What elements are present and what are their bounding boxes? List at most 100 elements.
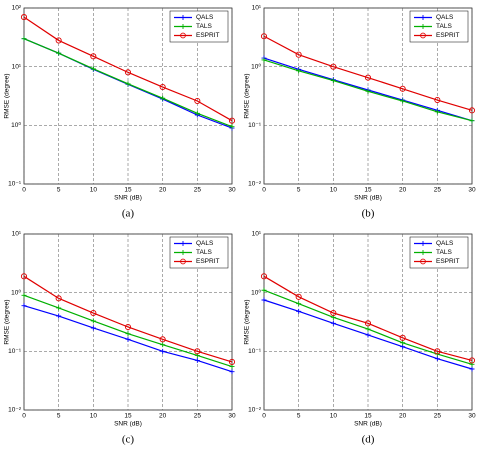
legend-label: ESPRIT <box>436 258 460 265</box>
x-tick-label: 25 <box>194 413 202 420</box>
x-tick-label: 5 <box>297 187 301 194</box>
marker <box>160 342 166 348</box>
y-tick-label: 10⁰ <box>11 288 21 296</box>
legend-marker <box>180 32 186 39</box>
marker <box>90 325 96 331</box>
x-axis-label: SNR (dB) <box>354 421 382 428</box>
marker <box>21 292 27 298</box>
legend-label: QALS <box>436 240 454 247</box>
x-tick-label: 15 <box>124 413 132 420</box>
x-tick-label: 0 <box>22 413 26 420</box>
marker <box>261 297 267 303</box>
marker <box>160 95 166 101</box>
marker <box>365 326 371 332</box>
series-line <box>263 275 473 362</box>
x-tick-label: 25 <box>434 187 442 194</box>
x-tick-label: 0 <box>22 187 26 194</box>
marker <box>21 36 27 42</box>
marker <box>159 336 166 343</box>
marker <box>400 98 406 104</box>
marker <box>194 348 201 355</box>
marker <box>365 332 371 338</box>
y-tick-label: 10¹ <box>252 5 262 12</box>
marker <box>295 51 302 58</box>
x-tick-label: 20 <box>399 413 407 420</box>
y-axis-label: RMSE (degree) <box>244 299 251 344</box>
x-tick-label: 10 <box>330 187 338 194</box>
marker <box>365 88 371 94</box>
legend-marker <box>420 32 426 39</box>
legend-marker <box>420 24 426 29</box>
y-axis-label: RMSE (degree) <box>4 73 11 118</box>
marker <box>228 117 236 124</box>
series-line <box>23 16 233 122</box>
legend-label: TALS <box>436 249 452 256</box>
caption: (a) <box>122 208 135 220</box>
legend-marker <box>180 15 186 20</box>
marker <box>160 348 166 354</box>
x-tick-label: 15 <box>364 187 372 194</box>
y-tick-label: 10⁻¹ <box>8 348 22 355</box>
legend-marker <box>180 241 186 246</box>
marker <box>90 309 97 317</box>
x-tick-label: 30 <box>228 413 236 420</box>
marker <box>364 320 372 327</box>
legend-label: ESPRIT <box>436 32 460 39</box>
series-line <box>263 35 473 111</box>
marker <box>296 68 302 74</box>
legend-label: QALS <box>196 240 214 247</box>
legend-marker <box>420 15 426 20</box>
marker <box>469 118 475 124</box>
x-tick-label: 15 <box>364 413 372 420</box>
y-tick-label: 10⁻² <box>248 407 262 414</box>
legend-marker <box>180 24 186 29</box>
legend-label: TALS <box>196 23 212 30</box>
legend-marker <box>420 258 426 265</box>
marker <box>229 124 235 130</box>
marker <box>229 369 235 375</box>
marker <box>21 303 27 309</box>
marker <box>125 331 131 337</box>
y-tick-label: 10⁻¹ <box>248 122 262 129</box>
marker <box>124 69 132 76</box>
marker <box>261 57 267 63</box>
y-axis-label: RMSE (degree) <box>244 73 251 118</box>
y-tick-label: 10⁻¹ <box>8 181 22 188</box>
x-axis-label: SNR (dB) <box>114 195 142 202</box>
x-tick-label: 20 <box>159 187 167 194</box>
marker <box>90 53 97 60</box>
marker <box>56 313 62 319</box>
legend-label: TALS <box>196 249 212 256</box>
marker <box>90 66 96 72</box>
x-tick-label: 15 <box>124 187 132 194</box>
y-tick-label: 10⁰ <box>251 288 261 296</box>
marker <box>468 107 476 114</box>
marker <box>125 81 131 87</box>
x-tick-label: 30 <box>468 187 476 194</box>
marker <box>399 85 406 92</box>
x-axis-label: SNR (dB) <box>114 421 142 428</box>
marker <box>228 358 236 365</box>
marker <box>434 348 441 355</box>
marker <box>159 83 166 91</box>
y-tick-label: 10¹ <box>12 63 22 70</box>
marker <box>260 273 268 280</box>
x-tick-label: 30 <box>468 413 476 420</box>
legend-marker <box>420 241 426 246</box>
marker <box>330 63 337 70</box>
x-axis-label: SNR (dB) <box>354 195 382 202</box>
marker <box>194 97 201 105</box>
y-tick-label: 10⁻¹ <box>248 348 262 355</box>
marker <box>330 78 336 84</box>
marker <box>20 14 28 21</box>
x-tick-label: 25 <box>434 413 442 420</box>
x-tick-label: 0 <box>262 413 266 420</box>
caption: (b) <box>362 208 375 220</box>
x-tick-label: 5 <box>57 187 61 194</box>
x-tick-label: 25 <box>194 187 202 194</box>
caption: (d) <box>362 434 375 446</box>
x-tick-label: 10 <box>330 413 338 420</box>
marker <box>56 305 62 311</box>
legend-marker <box>180 250 186 255</box>
marker <box>330 309 337 317</box>
